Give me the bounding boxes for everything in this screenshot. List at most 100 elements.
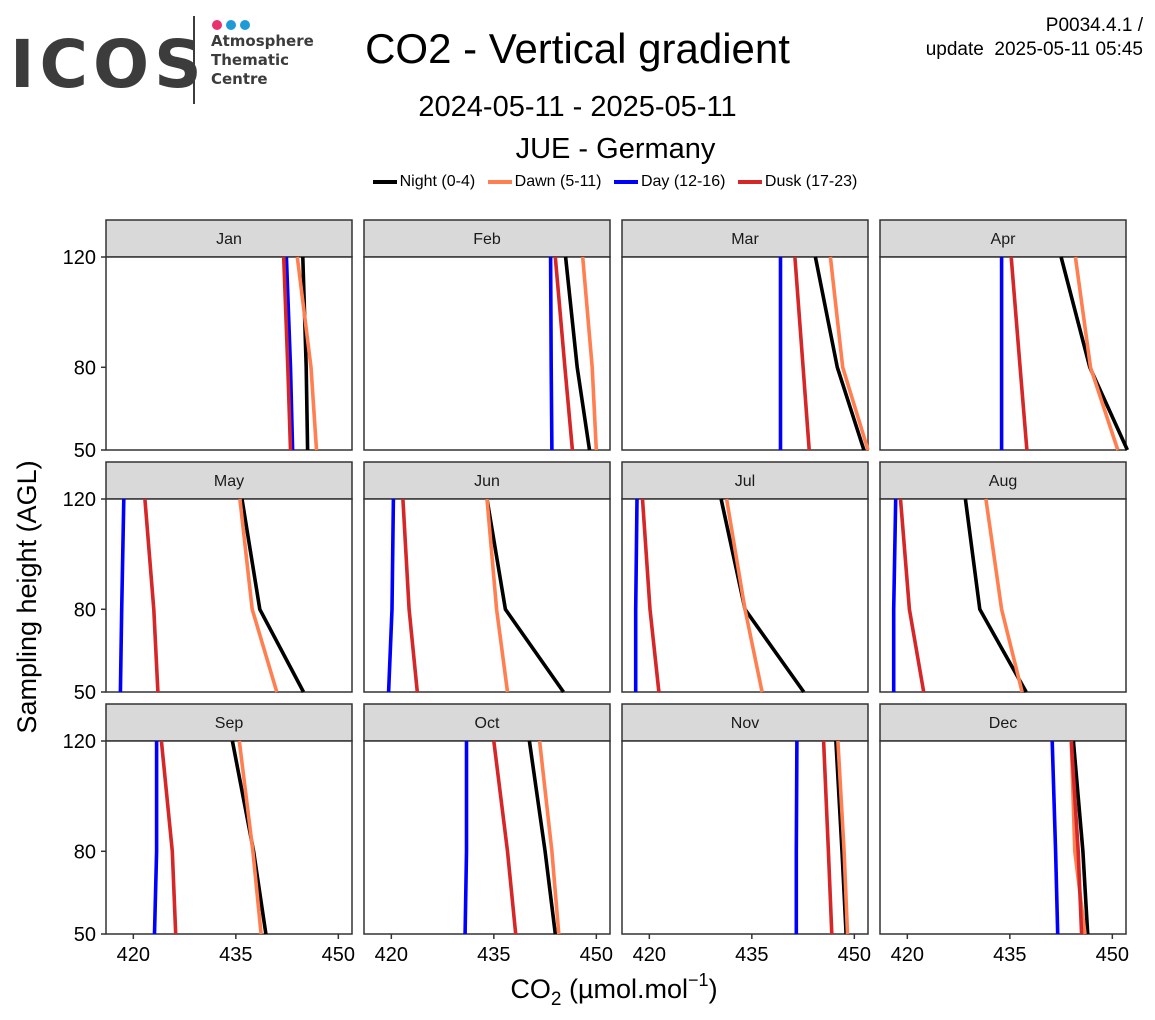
series-line-dawn bbox=[580, 256, 599, 451]
panel-frame bbox=[621, 256, 869, 451]
logo-subtitle: Atmosphere Thematic Centre bbox=[211, 32, 314, 89]
y-tick-label: 120 bbox=[63, 489, 96, 511]
series-line-night bbox=[485, 498, 565, 694]
legend-item-dusk: Dusk (17-23) bbox=[737, 172, 857, 192]
series-line-day bbox=[1050, 740, 1060, 935]
date-range: 2024-05-11 - 2025-05-11 bbox=[418, 91, 737, 123]
panel-frame bbox=[363, 740, 611, 935]
x-axis-title: CO2 (µmol.mol−1) bbox=[510, 970, 717, 1010]
series-line-dusk bbox=[1069, 740, 1084, 935]
x-tick-label: 450 bbox=[322, 944, 355, 966]
facet-label: Sep bbox=[215, 715, 244, 732]
facet-strip bbox=[621, 703, 869, 742]
legend-label: Night (0-4) bbox=[399, 173, 476, 190]
panel-dec: Dec 420 435 450 bbox=[879, 703, 1129, 966]
version-line: P0034.4.1 / bbox=[1045, 15, 1143, 36]
series-line-day bbox=[463, 741, 469, 935]
station-name: JUE - Germany bbox=[515, 133, 716, 165]
series-line-night bbox=[963, 498, 1028, 693]
logo-divider bbox=[193, 16, 195, 104]
panel-frame bbox=[879, 498, 1127, 693]
y-tick-label: 50 bbox=[74, 924, 96, 946]
x-tick-label: 420 bbox=[375, 944, 408, 966]
legend-item-dawn: Dawn (5-11) bbox=[487, 172, 602, 192]
y-tick-label: 80 bbox=[74, 357, 96, 379]
series-line-dusk bbox=[553, 256, 575, 451]
x-tick-label: 450 bbox=[838, 944, 871, 966]
panel-frame bbox=[363, 498, 611, 693]
facet-strip bbox=[105, 461, 353, 500]
x-tick-label: 420 bbox=[117, 944, 150, 966]
panel-mar: Mar bbox=[621, 219, 870, 451]
panel-jun: Jun bbox=[363, 461, 611, 694]
panel-jan: Jan 50 80 120 bbox=[63, 219, 353, 462]
facet-label: Jun bbox=[474, 473, 500, 490]
panel-frame bbox=[363, 256, 611, 451]
legend-item-night: Night (0-4) bbox=[372, 172, 476, 192]
logo-dot bbox=[226, 20, 236, 30]
series-line-day bbox=[794, 740, 799, 934]
facet-label: Apr bbox=[991, 231, 1017, 248]
y-tick-label: 50 bbox=[74, 682, 96, 704]
panel-sep: Sep 50 80 120 420 435 450 bbox=[63, 703, 355, 966]
logo-dots-icon bbox=[212, 17, 254, 35]
series-line-dawn bbox=[836, 740, 850, 935]
logo-wordmark: ICOS bbox=[10, 26, 207, 103]
panel-apr: Apr bbox=[879, 219, 1130, 451]
logo-sub-line: Atmosphere bbox=[211, 32, 314, 50]
y-tick-label: 120 bbox=[63, 731, 96, 753]
panel-frame bbox=[105, 740, 353, 935]
facet-strip bbox=[363, 703, 611, 742]
series-line-night bbox=[563, 256, 592, 451]
series-line-dusk bbox=[793, 256, 811, 451]
update-line: update 2025-05-11 05:45 bbox=[925, 39, 1143, 60]
facet-strip bbox=[621, 461, 869, 500]
series-line-dawn bbox=[984, 498, 1024, 693]
legend-swatch bbox=[487, 179, 512, 184]
panel-may: May 50 80 120 bbox=[63, 461, 353, 704]
legend-swatch bbox=[737, 179, 762, 184]
facet-strip bbox=[363, 461, 611, 500]
series-line-dawn bbox=[1073, 256, 1120, 451]
series-line-dawn bbox=[537, 740, 561, 935]
logo-sub-line: Thematic bbox=[211, 51, 290, 69]
series-line-night bbox=[301, 256, 310, 451]
y-axis-title: Sampling height (AGL) bbox=[12, 460, 42, 733]
series-line-dusk bbox=[401, 498, 420, 693]
facet-label: Jul bbox=[735, 473, 755, 490]
legend-swatch bbox=[613, 179, 638, 184]
series-line-day bbox=[548, 256, 554, 451]
y-tick-label: 80 bbox=[74, 599, 96, 621]
series-line-dawn bbox=[237, 740, 263, 935]
series-line-dusk bbox=[821, 740, 834, 935]
panel-frame bbox=[879, 740, 1127, 935]
series-line-day bbox=[118, 498, 126, 693]
series-line-dusk bbox=[143, 498, 160, 693]
series-line-dusk bbox=[281, 256, 293, 451]
x-tick-label: 450 bbox=[1096, 944, 1129, 966]
series-line-night bbox=[527, 740, 558, 935]
panel-nov: Nov 420 435 450 bbox=[621, 703, 871, 966]
series-line-dusk bbox=[1009, 256, 1029, 451]
logo-dot bbox=[240, 20, 250, 30]
facet-strip bbox=[105, 703, 353, 742]
logo-sub-line: Centre bbox=[211, 70, 268, 88]
series-line-dawn bbox=[828, 256, 870, 451]
legend-label: Day (12-16) bbox=[640, 173, 726, 190]
series-line-night bbox=[813, 256, 866, 451]
series-line-dawn bbox=[295, 256, 319, 451]
legend-label: Dawn (5-11) bbox=[514, 173, 602, 190]
x-tick-label: 420 bbox=[633, 944, 666, 966]
y-tick-label: 50 bbox=[74, 440, 96, 462]
facet-strip bbox=[363, 219, 611, 258]
facet-label: Feb bbox=[473, 231, 501, 248]
series-line-night bbox=[1071, 740, 1090, 935]
series-line-dusk bbox=[898, 498, 926, 693]
logo-dot bbox=[212, 20, 222, 30]
panel-frame bbox=[105, 498, 353, 693]
x-tick-label: 435 bbox=[219, 944, 252, 966]
chart-legend: Night (0-4) Dawn (5-11) Day (12-16) Dusk… bbox=[340, 172, 890, 192]
y-tick-label: 120 bbox=[63, 247, 96, 269]
panel-frame bbox=[621, 740, 869, 935]
panel-frame bbox=[621, 498, 869, 693]
